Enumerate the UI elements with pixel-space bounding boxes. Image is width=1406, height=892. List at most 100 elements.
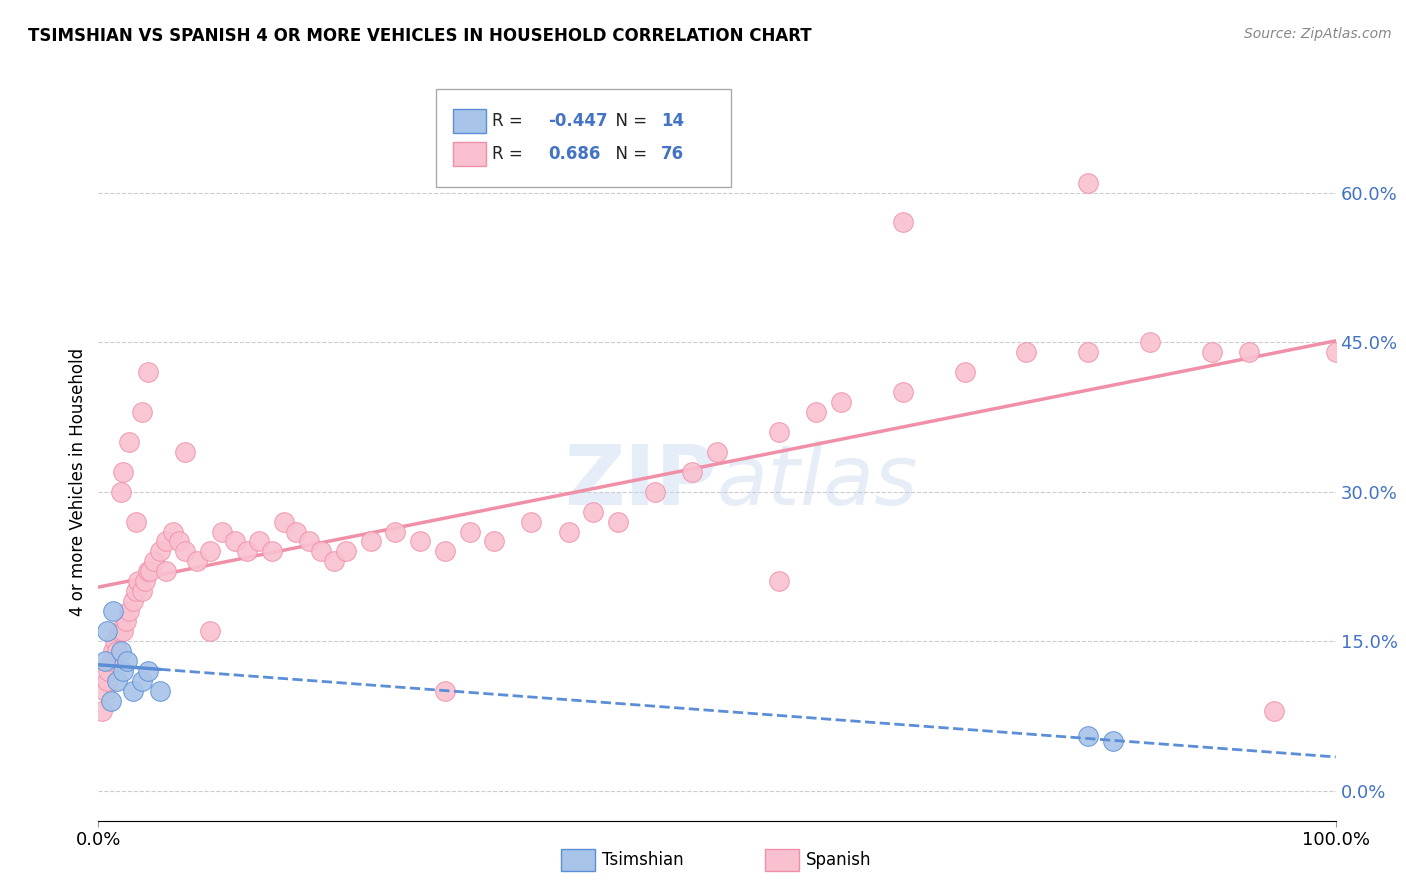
Point	[768, 574, 790, 589]
Text: Spanish: Spanish	[806, 851, 872, 869]
Point	[953, 365, 976, 379]
Point	[804, 405, 827, 419]
Point	[149, 684, 172, 698]
Point	[247, 534, 270, 549]
Point	[134, 574, 156, 589]
Text: 76: 76	[661, 145, 683, 163]
Point	[520, 515, 543, 529]
Point	[93, 684, 115, 698]
Point	[1139, 335, 1161, 350]
Y-axis label: 4 or more Vehicles in Household: 4 or more Vehicles in Household	[69, 348, 87, 615]
Point	[198, 544, 221, 558]
Text: R =: R =	[492, 112, 529, 130]
Point	[644, 484, 666, 499]
Point	[167, 534, 190, 549]
Point	[103, 604, 125, 618]
Text: Source: ZipAtlas.com: Source: ZipAtlas.com	[1244, 27, 1392, 41]
Text: TSIMSHIAN VS SPANISH 4 OR MORE VEHICLES IN HOUSEHOLD CORRELATION CHART: TSIMSHIAN VS SPANISH 4 OR MORE VEHICLES …	[28, 27, 811, 45]
Point	[409, 534, 432, 549]
Text: N =: N =	[605, 112, 652, 130]
Point	[118, 434, 141, 449]
Point	[322, 554, 344, 568]
Point	[891, 215, 914, 229]
Point	[260, 544, 283, 558]
Point	[103, 634, 125, 648]
Point	[110, 644, 132, 658]
Point	[105, 644, 128, 658]
Point	[1263, 704, 1285, 718]
Point	[131, 584, 153, 599]
Point	[139, 565, 162, 579]
Point	[112, 624, 135, 639]
Point	[607, 515, 630, 529]
Text: N =: N =	[605, 145, 652, 163]
Point	[103, 644, 125, 658]
Point	[224, 534, 246, 549]
Point	[100, 694, 122, 708]
Point	[96, 674, 118, 689]
Point	[557, 524, 579, 539]
Point	[97, 664, 120, 678]
Point	[1237, 345, 1260, 359]
Point	[91, 704, 114, 718]
Point	[186, 554, 208, 568]
Point	[1077, 176, 1099, 190]
Point	[433, 684, 456, 698]
Text: R =: R =	[492, 145, 529, 163]
Point	[360, 534, 382, 549]
Point	[273, 515, 295, 529]
Point	[155, 565, 177, 579]
Point	[105, 674, 128, 689]
Point	[115, 654, 138, 668]
Point	[891, 384, 914, 399]
Point	[174, 444, 197, 458]
Point	[96, 624, 118, 639]
Point	[124, 584, 146, 599]
Point	[122, 684, 145, 698]
Text: 14: 14	[661, 112, 683, 130]
Text: ZIP: ZIP	[565, 442, 717, 522]
Point	[149, 544, 172, 558]
Point	[384, 524, 406, 539]
Point	[127, 574, 149, 589]
Point	[768, 425, 790, 439]
Point	[1015, 345, 1038, 359]
Point	[706, 444, 728, 458]
Point	[108, 624, 131, 639]
Point	[198, 624, 221, 639]
Point	[162, 524, 184, 539]
Point	[93, 654, 115, 668]
Point	[122, 594, 145, 608]
Point	[285, 524, 308, 539]
Point	[1077, 345, 1099, 359]
Point	[1102, 734, 1125, 748]
Text: -0.447: -0.447	[548, 112, 607, 130]
Point	[236, 544, 259, 558]
Point	[484, 534, 506, 549]
Point	[124, 515, 146, 529]
Text: Tsimshian: Tsimshian	[602, 851, 683, 869]
Point	[118, 604, 141, 618]
Point	[1324, 345, 1347, 359]
Point	[1077, 729, 1099, 743]
Point	[131, 405, 153, 419]
Point	[143, 554, 166, 568]
Point	[110, 484, 132, 499]
Point	[114, 614, 136, 628]
Point	[112, 465, 135, 479]
Point	[458, 524, 481, 539]
Point	[681, 465, 703, 479]
Point	[309, 544, 332, 558]
Point	[298, 534, 321, 549]
Point	[112, 664, 135, 678]
Point	[155, 534, 177, 549]
Point	[582, 505, 605, 519]
Point	[335, 544, 357, 558]
Point	[1201, 345, 1223, 359]
Point	[830, 395, 852, 409]
Point	[433, 544, 456, 558]
Point	[211, 524, 233, 539]
Point	[136, 565, 159, 579]
Point	[174, 544, 197, 558]
Point	[136, 365, 159, 379]
